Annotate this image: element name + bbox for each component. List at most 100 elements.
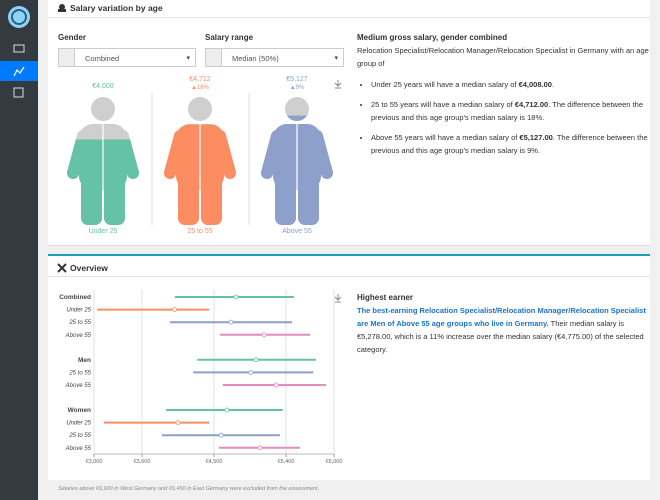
title-icon bbox=[58, 4, 66, 12]
bullet: Under 25 years will have a median salary… bbox=[371, 78, 649, 91]
overview-card bbox=[48, 254, 650, 480]
median-dot bbox=[228, 319, 234, 325]
highest-title: Highest earner bbox=[357, 293, 414, 302]
nav-active[interactable] bbox=[0, 61, 38, 81]
median-dot bbox=[261, 332, 267, 338]
sidebar-icons bbox=[0, 6, 38, 98]
figure-arm bbox=[311, 130, 333, 179]
median-dot bbox=[218, 432, 224, 438]
median-dot bbox=[224, 407, 230, 413]
bullet: Above 55 years will have a median salary… bbox=[371, 131, 649, 157]
median-dot bbox=[172, 307, 178, 313]
figure-fill bbox=[261, 115, 333, 225]
figure-leg bbox=[275, 168, 296, 225]
row-label: Combined bbox=[59, 294, 91, 301]
row-label: Men bbox=[78, 357, 91, 364]
divider bbox=[48, 276, 650, 277]
select-value: Median (50%) bbox=[232, 54, 279, 63]
highest-text: The best-earning Relocation Specialist/R… bbox=[357, 304, 649, 356]
figure-head bbox=[286, 115, 308, 121]
category-label: Under 25 bbox=[89, 228, 118, 235]
figure-fill bbox=[164, 124, 236, 225]
logo-mark bbox=[11, 9, 27, 25]
median-dot bbox=[233, 294, 239, 300]
figure-leg bbox=[81, 168, 102, 225]
x-tick-label: €3,000 bbox=[86, 459, 103, 465]
detail: Their median salary is €5,278.00, which … bbox=[357, 319, 644, 354]
bullet-amount: €4,712.00 bbox=[514, 100, 549, 109]
divider bbox=[48, 17, 650, 18]
median-dot bbox=[175, 420, 181, 426]
bullet-amount: €5,127.00 bbox=[519, 133, 553, 142]
figure-arm bbox=[117, 139, 139, 179]
value-label: €5,127 bbox=[286, 76, 308, 83]
figure-leg bbox=[298, 168, 319, 225]
figure-leg bbox=[104, 168, 125, 225]
gender-select[interactable]: Combined ▾ bbox=[58, 48, 196, 67]
category-label: Above 55 bbox=[282, 228, 312, 235]
overview-title: Overview bbox=[70, 263, 108, 273]
select-arrow: ▾ bbox=[186, 55, 190, 62]
bullet-text: 25 to 55 years will have a median salary… bbox=[371, 100, 515, 109]
summary-list: Under 25 years will have a median salary… bbox=[357, 78, 649, 164]
row-label: 25 to 55 bbox=[68, 433, 91, 439]
median-dot bbox=[248, 369, 254, 375]
x-tick-label: €4,500 bbox=[206, 459, 223, 465]
row-label: 25 to 55 bbox=[68, 370, 91, 376]
row-label: Under 25 bbox=[66, 308, 91, 314]
x-tick-label: €3,600 bbox=[134, 459, 151, 465]
bullet-text: . The difference between the previous an… bbox=[371, 133, 648, 155]
bullet: 25 to 55 years will have a median salary… bbox=[371, 98, 649, 124]
nav-icon-chart[interactable] bbox=[13, 66, 25, 77]
change-label: ▲18% bbox=[191, 85, 210, 91]
x-tick-label: €5,400 bbox=[278, 459, 295, 465]
summary-title: Medium gross salary, gender combined bbox=[357, 33, 508, 42]
category-label: 25 to 55 bbox=[187, 228, 212, 235]
bullet-text: . bbox=[551, 80, 555, 89]
row-label: Above 55 bbox=[65, 383, 92, 389]
sidebar bbox=[0, 0, 38, 500]
select-value: Combined bbox=[85, 54, 120, 63]
median-dot bbox=[273, 382, 279, 388]
nav-icon-edit[interactable] bbox=[13, 87, 24, 98]
value-label: €4,712 bbox=[189, 76, 211, 83]
figure-leg bbox=[178, 168, 199, 225]
figure-head bbox=[285, 97, 309, 121]
bullet-text: Above 55 years will have a median salary… bbox=[371, 133, 520, 142]
range-select[interactable]: Median (50%) ▾ bbox=[205, 48, 344, 67]
median-dot bbox=[257, 445, 263, 451]
row-label: Above 55 bbox=[65, 333, 92, 339]
bullet-text: . The difference between the previous an… bbox=[371, 100, 643, 122]
overview-icon bbox=[57, 263, 67, 273]
row-label: Under 25 bbox=[66, 421, 91, 427]
footnote: Salaries above €6,900 in West Germany an… bbox=[58, 486, 320, 492]
change-label: ▲9% bbox=[290, 85, 305, 91]
age-card bbox=[48, 0, 650, 246]
figure-arm bbox=[214, 130, 236, 179]
panel-title: Salary variation by age bbox=[70, 3, 163, 13]
range-label: Salary range bbox=[205, 33, 254, 42]
nav-icon-list[interactable] bbox=[13, 44, 25, 53]
select-arrow: ▾ bbox=[334, 55, 338, 62]
bullet-text: Under 25 years will have a median salary… bbox=[371, 80, 519, 89]
figure-head bbox=[91, 97, 115, 121]
figure-head bbox=[188, 97, 212, 121]
row-label: Above 55 bbox=[65, 446, 92, 452]
figure-arm bbox=[67, 139, 89, 179]
highlight: The best-earning Relocation Specialist/R… bbox=[357, 306, 646, 328]
select-icon bbox=[59, 49, 75, 66]
figure-arm bbox=[261, 130, 283, 179]
row-label: 25 to 55 bbox=[68, 320, 91, 326]
download-icon[interactable] bbox=[334, 294, 342, 303]
summary-intro: Relocation Specialist/Relocation Manager… bbox=[357, 46, 649, 68]
x-tick-label: €6,000 bbox=[326, 459, 343, 465]
bullet-amount: €4,008.00 bbox=[518, 80, 552, 89]
download-icon[interactable] bbox=[334, 80, 342, 89]
row-label: Women bbox=[68, 407, 91, 414]
select-icon bbox=[206, 49, 222, 66]
value-label: €4,008 bbox=[92, 83, 114, 90]
figure-arm bbox=[164, 130, 186, 179]
median-dot bbox=[253, 357, 259, 363]
